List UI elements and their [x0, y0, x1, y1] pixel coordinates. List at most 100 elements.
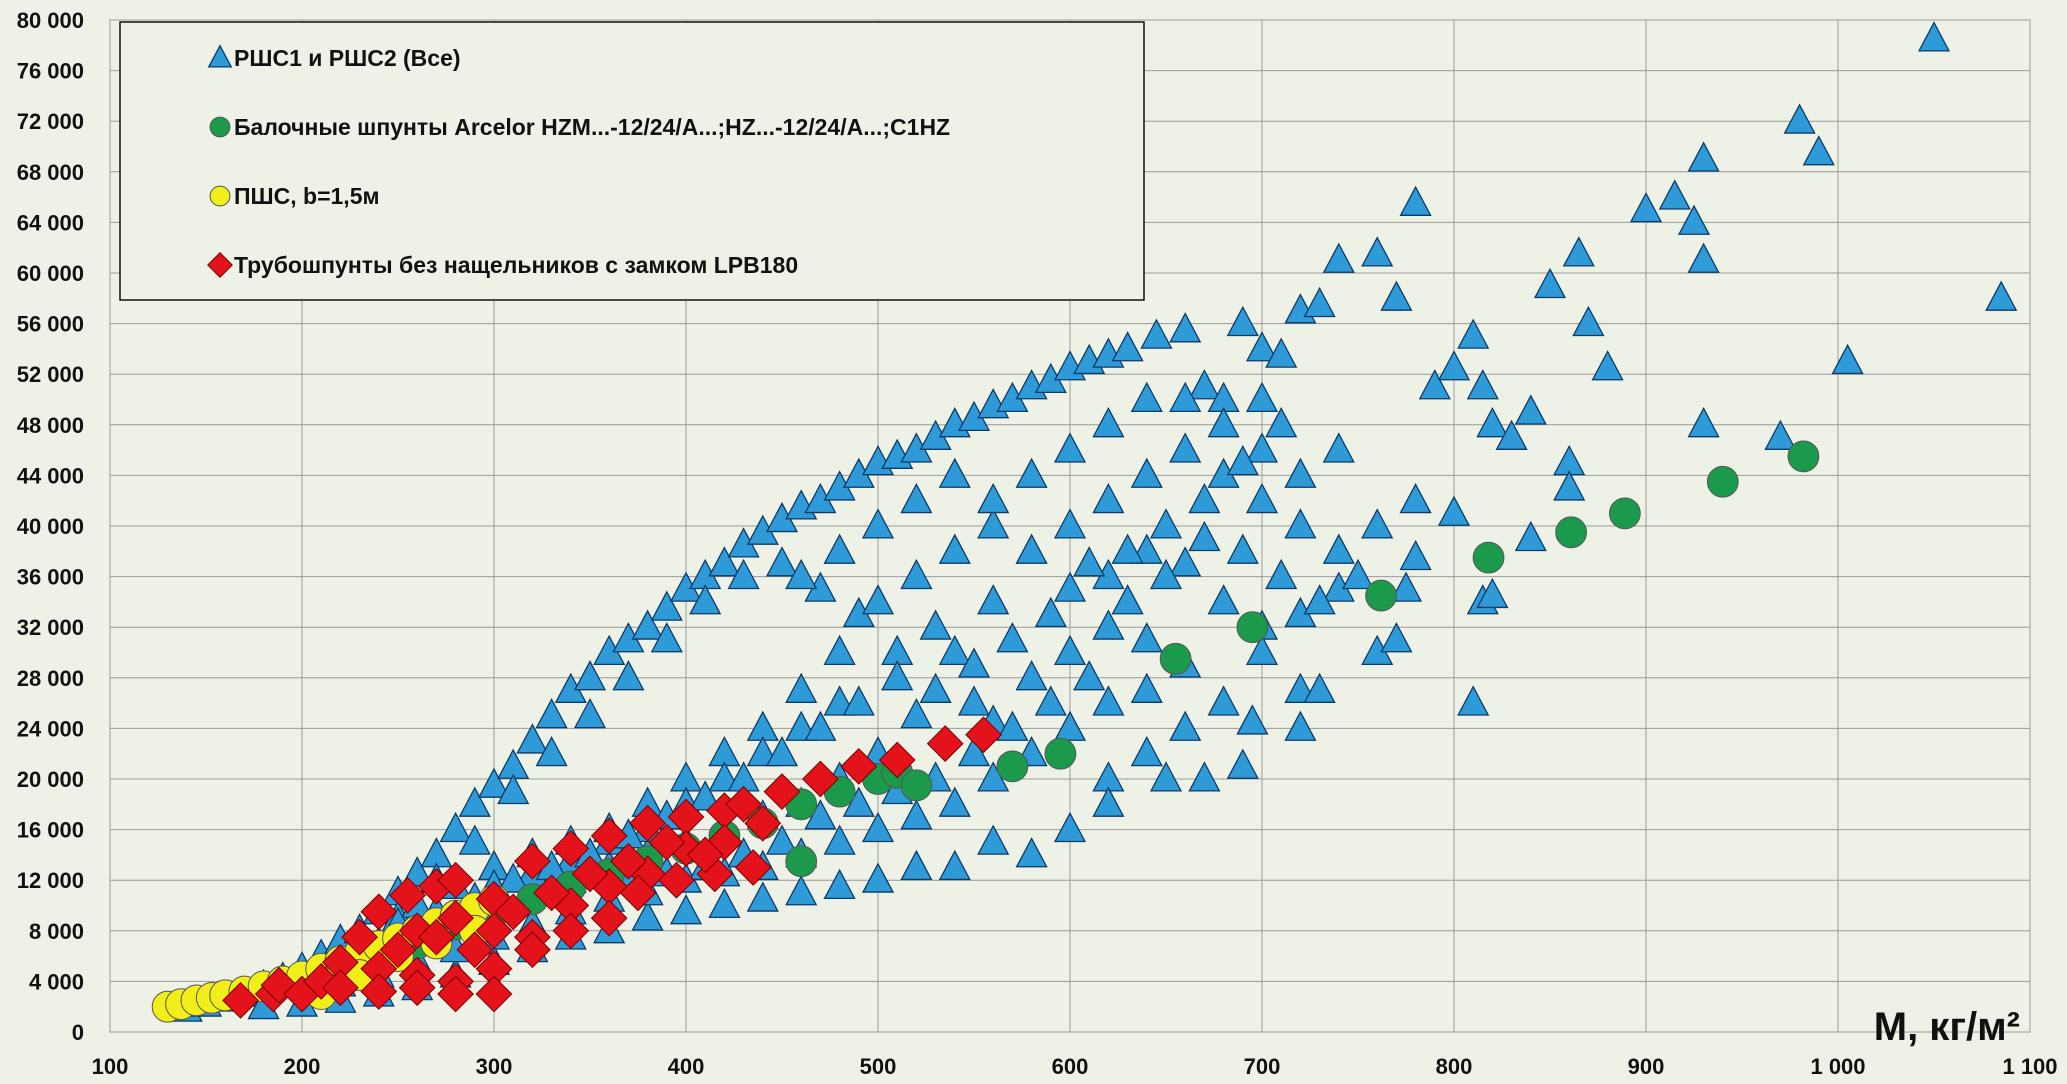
y-tick-label: 20 000 [17, 767, 84, 792]
data-point [260, 966, 298, 1004]
data-point [1245, 432, 1279, 463]
data-point [1226, 444, 1259, 476]
data-point [1130, 381, 1163, 413]
data-point [612, 660, 645, 691]
data-point [957, 685, 991, 716]
y-tick-label: 60 000 [17, 261, 84, 286]
data-point [919, 609, 952, 640]
data-point [1130, 457, 1163, 488]
data-point [1476, 407, 1509, 438]
data-point [1226, 533, 1259, 564]
data-point [861, 811, 895, 843]
y-tick-label: 76 000 [17, 59, 84, 84]
data-point [823, 533, 856, 564]
data-point [1476, 577, 1509, 609]
data-point [1207, 685, 1240, 716]
data-point [1245, 634, 1279, 666]
data-point [1399, 482, 1432, 514]
data-point [1284, 710, 1317, 741]
data-point [1245, 331, 1279, 362]
y-tick-label: 4 000 [29, 969, 84, 994]
data-point [900, 849, 933, 881]
data-point [938, 786, 971, 817]
data-point [802, 760, 839, 798]
data-point [1111, 331, 1144, 362]
data-point [977, 824, 1010, 855]
data-point [1457, 685, 1490, 716]
y-tick-label: 52 000 [17, 362, 84, 387]
x-tick-label: 700 [1244, 1054, 1281, 1079]
data-point [610, 842, 647, 880]
data-point [497, 773, 530, 805]
y-tick-label: 28 000 [17, 666, 84, 691]
data-point [1562, 236, 1595, 267]
legend-label: ПШС, b=1,5м [234, 183, 380, 209]
data-point [1073, 660, 1106, 691]
data-point [648, 823, 686, 861]
data-point [552, 912, 590, 950]
data-point [938, 533, 971, 564]
data-point [1399, 185, 1432, 216]
x-tick-label: 100 [92, 1054, 129, 1079]
data-point [1677, 204, 1711, 235]
data-point [1245, 482, 1279, 514]
y-tick-label: 36 000 [17, 565, 84, 590]
data-point [727, 558, 760, 590]
data-point [401, 856, 434, 887]
data-point [1169, 546, 1202, 577]
data-point [1015, 457, 1048, 488]
data-point [1783, 103, 1816, 134]
data-point [1514, 394, 1547, 425]
data-point [552, 830, 590, 867]
legend-label: Трубошпунты без нащельников с замком LPB… [234, 252, 798, 278]
data-point [1322, 242, 1355, 273]
data-point [1169, 381, 1202, 413]
data-point [823, 634, 856, 666]
y-tick-label: 80 000 [17, 8, 84, 33]
legend: РШС1 и РШС2 (Все) Балочные шпунты Arcelor… [119, 21, 1145, 301]
data-points [151, 21, 2018, 1023]
x-tick-label: 800 [1436, 1054, 1473, 1079]
data-point [977, 508, 1010, 539]
legend-marker [207, 44, 233, 68]
data-point [1188, 520, 1221, 552]
data-point [1514, 520, 1547, 552]
data-point [1188, 761, 1221, 792]
y-tick-label: 32 000 [17, 615, 84, 640]
data-point [1111, 584, 1144, 615]
x-tick-label: 200 [284, 1054, 321, 1079]
data-point [1188, 369, 1221, 400]
data-point [1053, 508, 1087, 539]
data-point [823, 868, 856, 900]
y-tick-label: 72 000 [17, 109, 84, 134]
data-point [1169, 432, 1202, 463]
data-point [1140, 318, 1173, 349]
legend-marker [209, 116, 231, 138]
y-tick-label: 48 000 [17, 413, 84, 438]
data-point [1015, 660, 1048, 691]
data-point [900, 769, 933, 802]
data-point [900, 482, 933, 514]
data-point [1015, 837, 1048, 868]
data-point [1169, 312, 1202, 343]
data-point [1207, 407, 1240, 438]
data-point [535, 735, 568, 767]
data-point [804, 710, 837, 741]
data-point [1130, 622, 1163, 653]
data-point [1207, 584, 1240, 615]
data-point [1149, 508, 1183, 539]
data-point [746, 881, 779, 912]
data-point [1629, 191, 1663, 223]
data-point [1159, 642, 1192, 675]
data-point [1044, 737, 1077, 770]
data-point [475, 975, 513, 1013]
data-point [926, 725, 964, 762]
data-point [1555, 516, 1588, 549]
data-point [957, 735, 991, 767]
y-tick-label: 8 000 [29, 919, 84, 944]
data-point [1053, 710, 1087, 741]
data-point [765, 824, 799, 855]
data-point [861, 584, 895, 615]
data-point [322, 969, 359, 1007]
